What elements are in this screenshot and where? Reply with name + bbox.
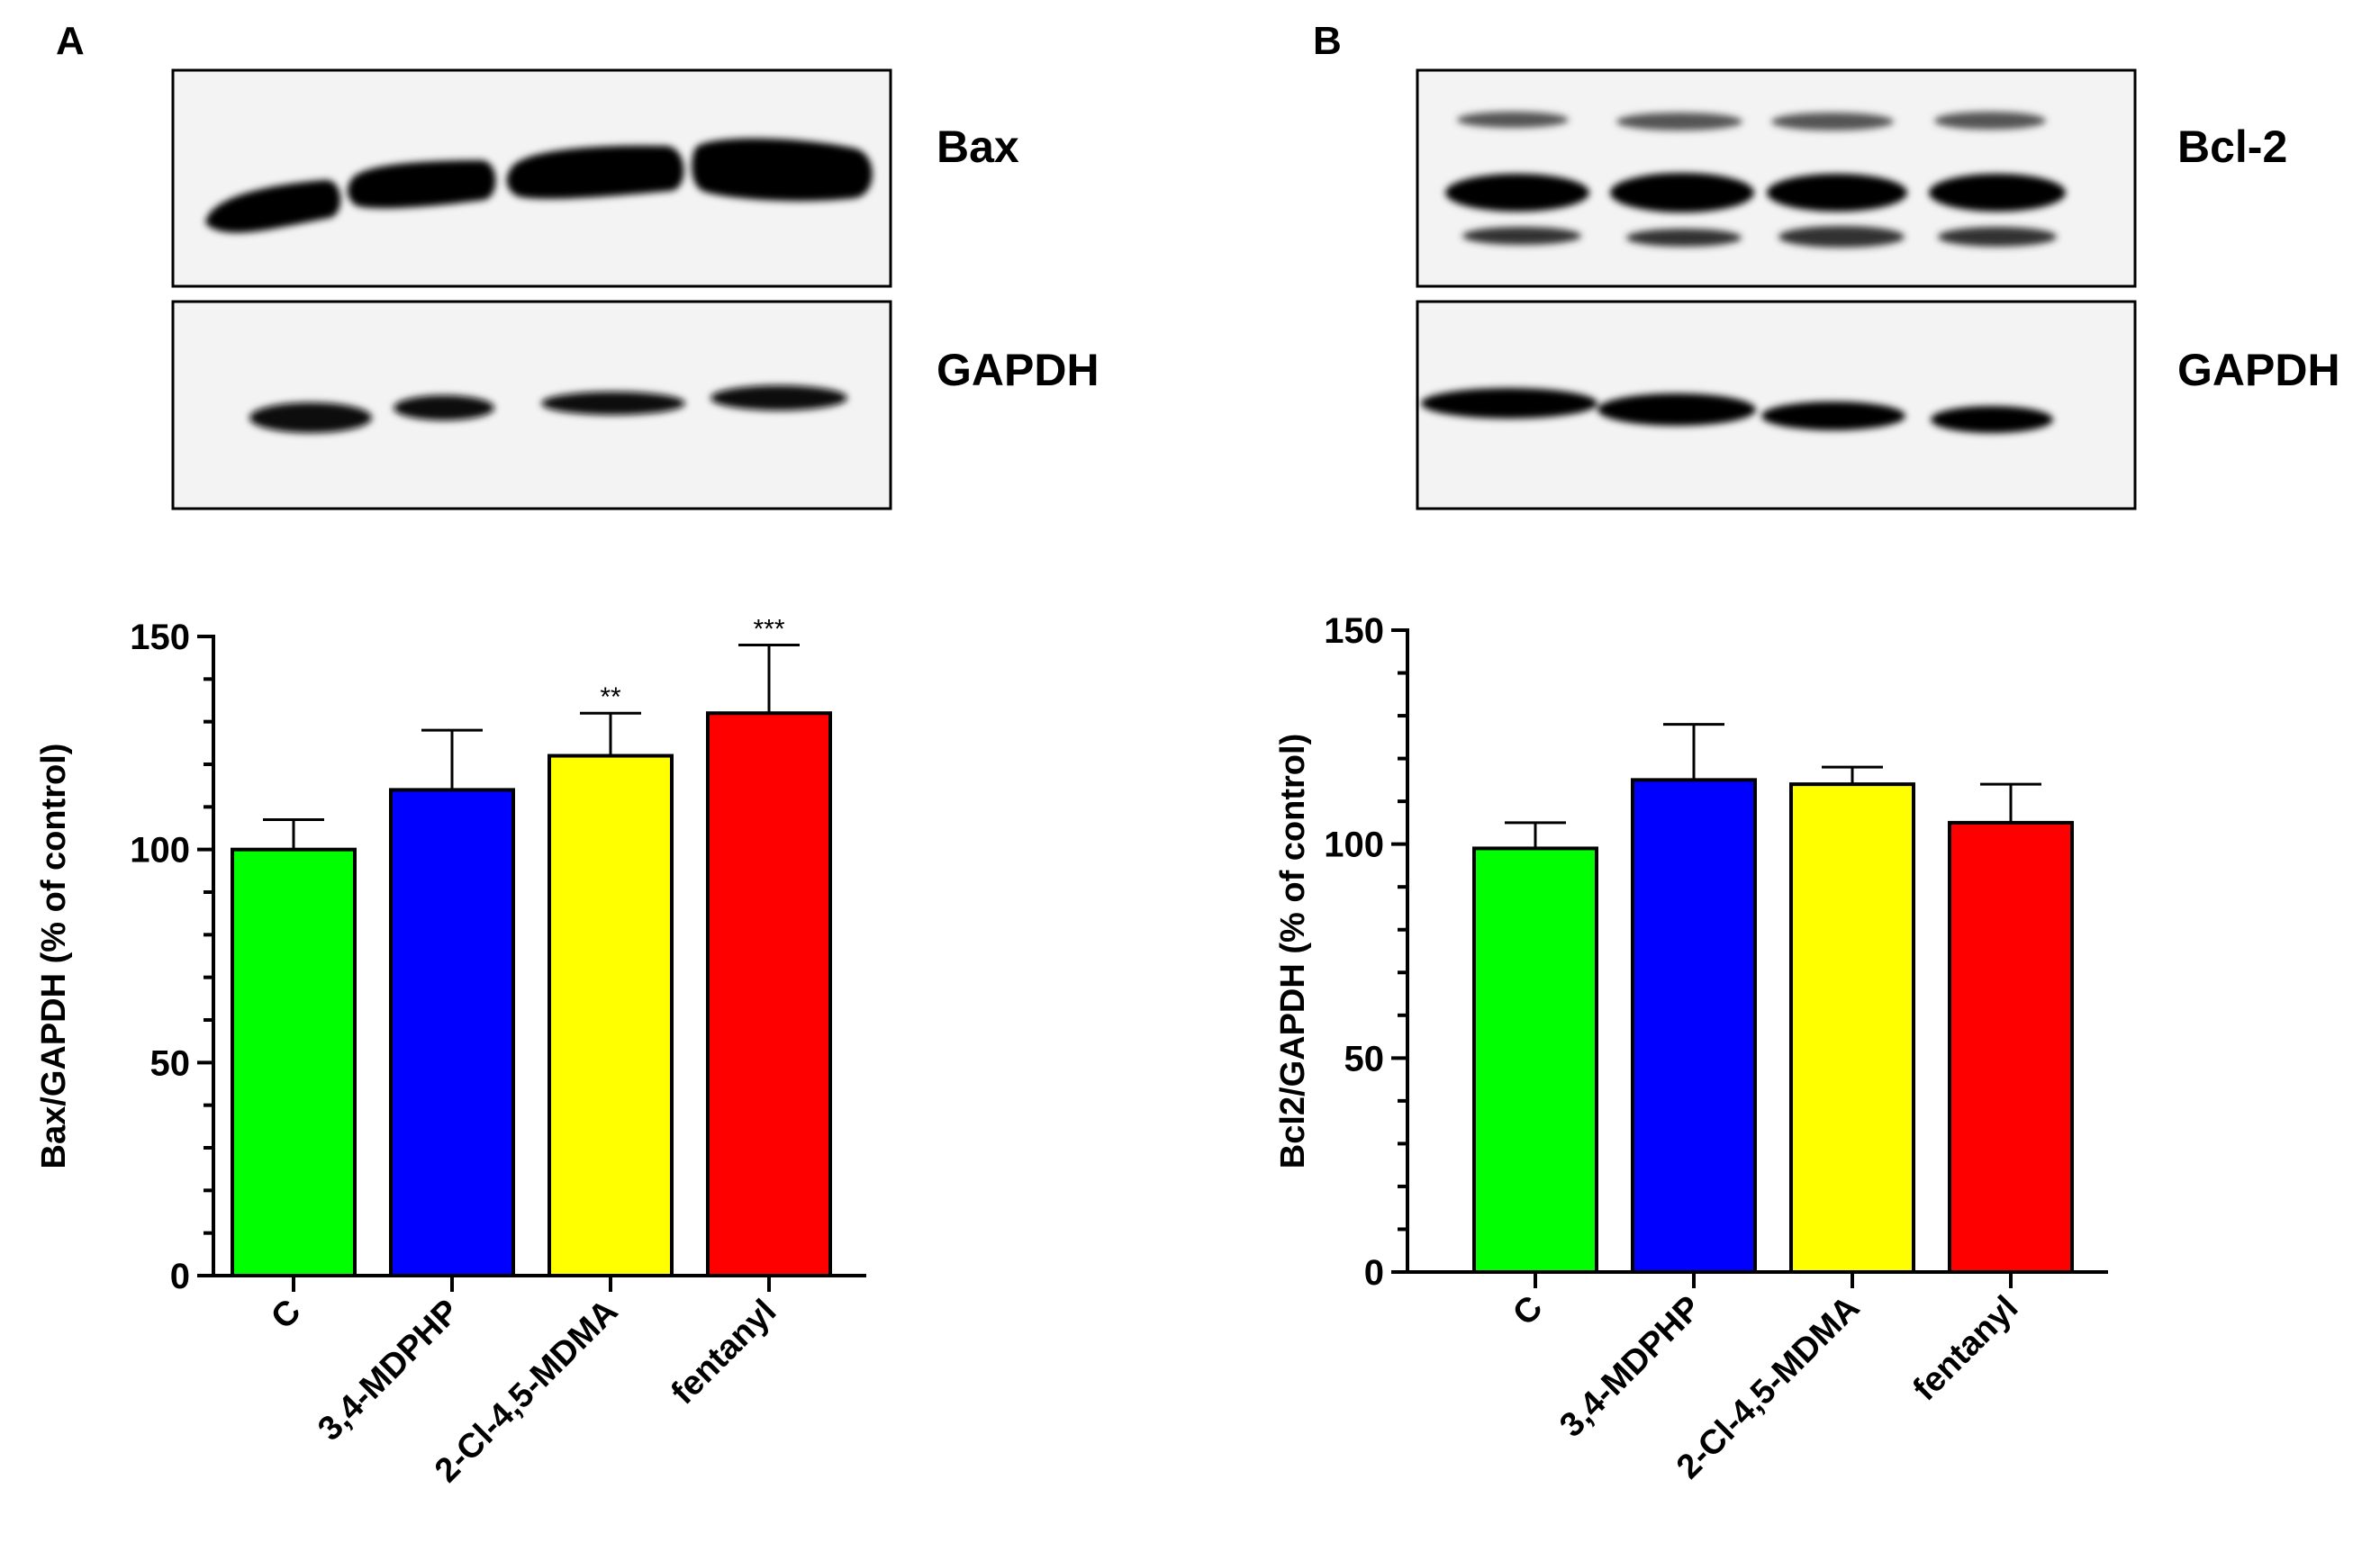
blot-band (541, 392, 685, 415)
blot-b-bcl2: Bcl-2 (1416, 68, 2287, 288)
bar (231, 847, 357, 1278)
significance-label: ** (600, 682, 621, 712)
blot-band (1610, 173, 1754, 212)
bar (1948, 820, 2074, 1275)
y-tick-label: 150 (1324, 611, 1384, 651)
y-tick-label: 100 (1324, 826, 1384, 865)
y-tick-label: 150 (130, 618, 190, 657)
blot-band (1934, 112, 2046, 130)
blot-band (249, 402, 372, 433)
bar (706, 711, 832, 1277)
blot-bands (249, 385, 847, 433)
blot-band (1597, 393, 1756, 426)
panel-letter-a: A (56, 19, 85, 63)
bar (547, 753, 674, 1277)
bar (389, 788, 515, 1277)
x-tick-label: 3,4-MDPHP (1552, 1289, 1708, 1445)
x-tick-label: 3,4-MDPHP (311, 1293, 466, 1448)
blot-band (394, 395, 494, 420)
blot-band (1457, 112, 1569, 128)
blot-label-gapdh-b: GAPDH (2177, 345, 2340, 395)
y-tick-label: 50 (1344, 1039, 1385, 1078)
blot-bands-upper (1457, 112, 2046, 131)
y-axis-label: Bcl2/GAPDH (% of control) (1274, 734, 1312, 1168)
bar (1472, 846, 1598, 1274)
y-tick-label: 0 (170, 1257, 190, 1296)
blot-band (710, 385, 847, 411)
blot-band (1767, 174, 1907, 212)
blot-band (1616, 113, 1742, 131)
blot-b-gapdh: GAPDH (1416, 300, 2340, 510)
blot-a-gapdh: GAPDH (171, 300, 1100, 510)
significance-label: *** (753, 614, 784, 644)
blot-bands (1421, 388, 2053, 433)
y-tick-label: 100 (130, 831, 190, 871)
y-tick-label: 50 (150, 1043, 191, 1083)
blot-label-bcl2: Bcl-2 (2177, 122, 2287, 172)
blot-band (1938, 227, 2057, 247)
blot-band (1778, 226, 1905, 248)
blot-label-bax: Bax (937, 122, 1019, 172)
blot-a-bax: Bax (171, 68, 1019, 288)
blot-band (1931, 406, 2053, 433)
blot-band (1462, 227, 1581, 245)
blot-bands-main (1445, 173, 2066, 212)
blot-band (1771, 113, 1894, 131)
x-tick-label: C (1506, 1289, 1550, 1333)
x-tick-label: C (264, 1293, 308, 1337)
panel-letter-b: B (1313, 19, 1342, 63)
blot-band (506, 145, 684, 199)
blot-band (692, 138, 873, 202)
blot-label-gapdh-a: GAPDH (937, 345, 1100, 395)
blot-band (347, 160, 496, 209)
y-axis-label: Bax/GAPDH (% of control) (35, 744, 73, 1169)
x-tick-label: fentanyl (665, 1293, 784, 1412)
blot-band (1445, 174, 1589, 212)
blot-band (1626, 229, 1742, 247)
blot-band (1761, 402, 1905, 430)
blot-band (1421, 388, 1597, 419)
bar (1631, 778, 1757, 1274)
blot-band (1929, 174, 2066, 212)
x-tick-label: fentanyl (1906, 1289, 2026, 1409)
blot-bands (205, 138, 873, 233)
y-tick-label: 0 (1364, 1253, 1384, 1293)
blot-band (205, 179, 341, 233)
blot-bands-lower (1462, 226, 2057, 248)
bar (1789, 782, 1915, 1274)
